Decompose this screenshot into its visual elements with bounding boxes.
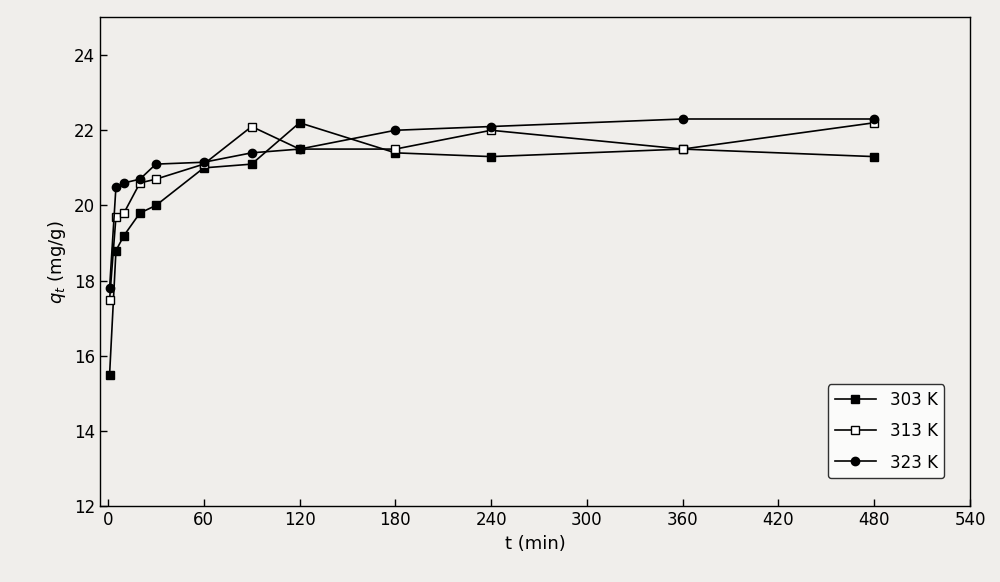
313 K [198, 161, 210, 168]
313 K [110, 213, 122, 220]
303 K [389, 150, 401, 157]
323 K [485, 123, 497, 130]
323 K [868, 115, 880, 122]
313 K [389, 146, 401, 152]
313 K [677, 146, 689, 152]
313 K [485, 127, 497, 134]
313 K [246, 123, 258, 130]
303 K [294, 119, 306, 126]
303 K [134, 210, 146, 217]
Line: 313 K: 313 K [105, 119, 878, 304]
323 K [198, 159, 210, 166]
323 K [110, 183, 122, 190]
313 K [104, 296, 116, 303]
313 K [118, 210, 130, 217]
Line: 303 K: 303 K [105, 119, 878, 379]
303 K [110, 247, 122, 254]
313 K [134, 179, 146, 186]
303 K [677, 146, 689, 152]
323 K [389, 127, 401, 134]
303 K [198, 164, 210, 171]
323 K [246, 150, 258, 157]
303 K [868, 153, 880, 160]
Legend: 303 K, 313 K, 323 K: 303 K, 313 K, 323 K [828, 385, 944, 478]
Y-axis label: $q_t$ (mg/g): $q_t$ (mg/g) [46, 220, 68, 304]
Line: 323 K: 323 K [105, 115, 878, 292]
323 K [150, 161, 162, 168]
323 K [104, 285, 116, 292]
323 K [294, 146, 306, 152]
323 K [118, 179, 130, 186]
X-axis label: t (min): t (min) [505, 535, 565, 553]
313 K [150, 176, 162, 183]
303 K [150, 202, 162, 209]
303 K [104, 371, 116, 378]
323 K [677, 115, 689, 122]
303 K [246, 161, 258, 168]
313 K [868, 119, 880, 126]
313 K [294, 146, 306, 152]
323 K [134, 176, 146, 183]
303 K [485, 153, 497, 160]
303 K [118, 232, 130, 239]
